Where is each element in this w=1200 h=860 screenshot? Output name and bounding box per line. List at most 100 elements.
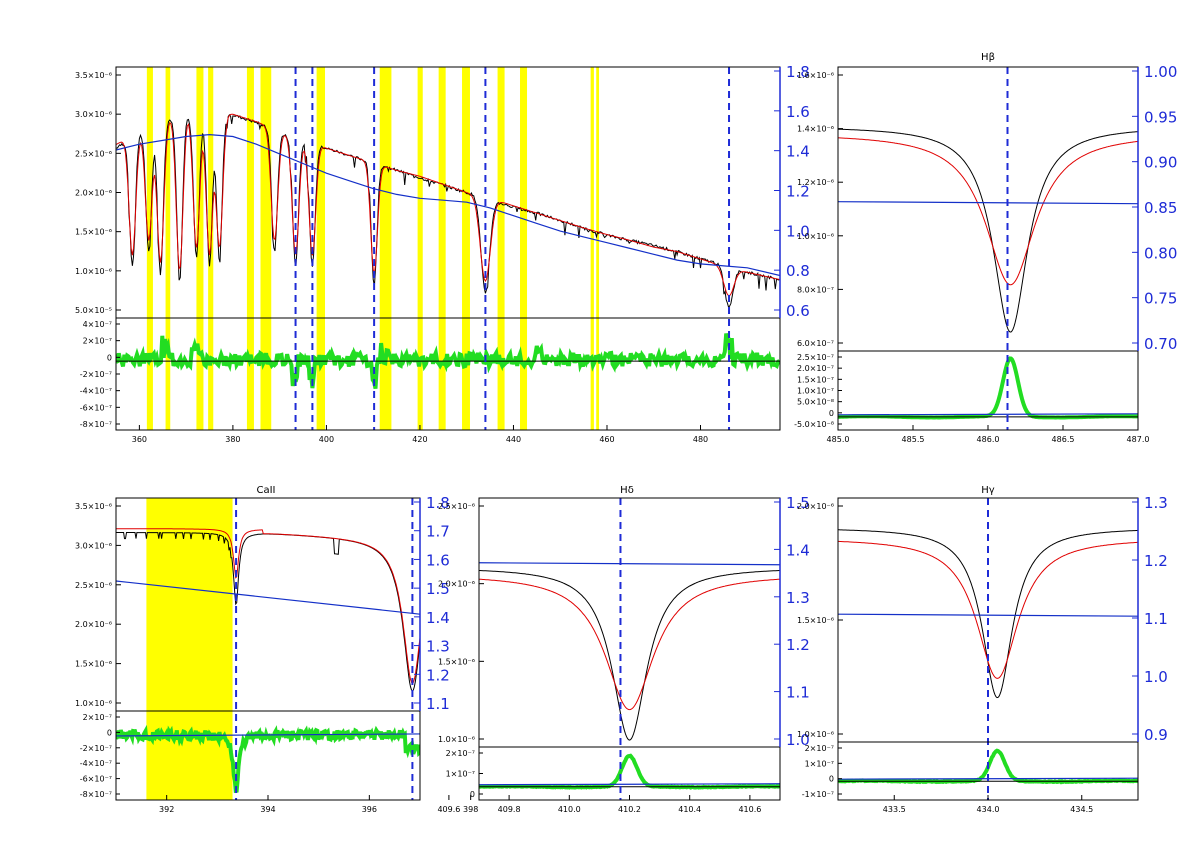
full-mask-band bbox=[165, 67, 171, 430]
caii-x-tick-label: 398 bbox=[463, 805, 478, 814]
hg-y2-tick-label: 1.3 bbox=[1144, 494, 1168, 512]
hb-x-tick-label: 485.0 bbox=[827, 435, 850, 444]
full-y-tick-label: 3.5×10⁻⁶ bbox=[75, 71, 112, 80]
full-resid-tick-label: -2×10⁻⁷ bbox=[80, 370, 112, 379]
hb-resid-tick-label: 5.0×10⁻⁸ bbox=[797, 398, 834, 407]
hb-y2-tick-label: 0.95 bbox=[1144, 108, 1177, 126]
hb-x-tick-label: 487.0 bbox=[1127, 435, 1150, 444]
hg-right-axis-curve bbox=[838, 613, 1138, 617]
full-mask-band bbox=[146, 67, 153, 430]
hd-resid-tick-label: 2×10⁻⁷ bbox=[446, 749, 475, 758]
hg-y2-tick-label: 1.1 bbox=[1144, 610, 1168, 628]
caii-y2-tick-label: 1.6 bbox=[426, 551, 450, 569]
hb-spectrum-frame bbox=[837, 66, 1139, 352]
full-model-line bbox=[116, 113, 780, 297]
hg-y2-tick-label: 1.2 bbox=[1144, 552, 1168, 570]
panel-caii: CaII 392 394 396 398 1.0×10⁻⁶ 1.5×10⁻⁶ 2.0×10⁻… bbox=[75, 485, 478, 814]
hg-x-tick-label: 433.5 bbox=[883, 805, 906, 814]
full-mask-band bbox=[438, 67, 446, 430]
caii-resid-tick-label: 0 bbox=[107, 728, 112, 737]
hb-y-tick-label: 1.4×10⁻⁶ bbox=[797, 125, 834, 134]
caii-y2-tick-label: 1.2 bbox=[426, 666, 450, 684]
full-y2-tick-label: 0.8 bbox=[786, 262, 810, 280]
caii-x-tick-label: 396 bbox=[362, 805, 377, 814]
caii-resid-tick-label: -2×10⁻⁷ bbox=[80, 744, 112, 753]
full-x-tick-label: 480 bbox=[693, 435, 708, 444]
hb-y2-tick-label: 0.90 bbox=[1144, 154, 1177, 172]
hg-resid-tick-label: 1×10⁻⁷ bbox=[805, 759, 834, 768]
hd-x-tick-label: 410.4 bbox=[678, 805, 701, 814]
full-y-tick-label: 2.5×10⁻⁶ bbox=[75, 149, 112, 158]
caii-y2-tick-label: 1.4 bbox=[426, 609, 450, 627]
caii-y-tick-label: 2.5×10⁻⁶ bbox=[75, 581, 112, 590]
caii-y2-tick-label: 1.3 bbox=[426, 638, 450, 656]
caii-resid-tick-label: -8×10⁻⁷ bbox=[80, 790, 112, 799]
hb-x-tick-label: 485.5 bbox=[902, 435, 925, 444]
full-mask-band bbox=[316, 67, 326, 430]
hbeta-title: Hβ bbox=[981, 52, 995, 63]
full-resid-tick-label: -6×10⁻⁷ bbox=[80, 403, 112, 412]
caii-x-tick-label: 394 bbox=[260, 805, 275, 814]
full-y2-tick-label: 1.0 bbox=[786, 222, 810, 240]
caii-y-tick-label: 3.5×10⁻⁶ bbox=[75, 502, 112, 511]
hd-resid-blue bbox=[479, 783, 780, 786]
caii-y-tick-label: 3.0×10⁻⁶ bbox=[75, 541, 112, 550]
hg-y-tick-label: 1.5×10⁻⁶ bbox=[797, 616, 834, 625]
hd-y2-tick-label: 1.5 bbox=[786, 494, 810, 512]
full-resid-tick-label: 2×10⁻⁷ bbox=[83, 337, 112, 346]
hd-residual-line bbox=[479, 753, 780, 790]
hb-resid-tick-label: 1.0×10⁻⁷ bbox=[797, 387, 834, 396]
hg-plot-area bbox=[838, 498, 1138, 800]
hb-residual-line bbox=[838, 356, 1138, 420]
hd-resid-tick-label: 1×10⁻⁷ bbox=[446, 770, 475, 779]
full-mask-band bbox=[520, 67, 528, 430]
hb-y-tick-label: 6.0×10⁻⁷ bbox=[797, 339, 834, 348]
caii-x-tick-label: 392 bbox=[159, 805, 174, 814]
hb-y-tick-label: 1.6×10⁻⁶ bbox=[797, 71, 834, 80]
hb-resid-tick-label: -5.0×10⁻⁸ bbox=[794, 420, 834, 429]
full-mask-band bbox=[417, 67, 423, 430]
hg-y-tick-label: 1.0×10⁻⁶ bbox=[797, 730, 834, 739]
hg-y2-tick-label: 0.9 bbox=[1144, 726, 1168, 744]
hd-resid-tick-label: 0 bbox=[470, 790, 475, 799]
full-y2-tick-label: 1.2 bbox=[786, 183, 810, 201]
full-residual-frame bbox=[115, 317, 781, 431]
hb-resid-tick-label: 0 bbox=[829, 409, 834, 418]
hb-x-tick-label: 486.0 bbox=[977, 435, 1000, 444]
full-mask-band bbox=[596, 67, 600, 430]
caii-mask-band bbox=[146, 498, 233, 800]
full-mask-band bbox=[246, 67, 254, 430]
full-plot-area bbox=[116, 67, 780, 430]
hd-model-line bbox=[479, 578, 780, 711]
caii-y2-tick-label: 1.8 bbox=[426, 494, 450, 512]
caii-y2-tick-label: 1.5 bbox=[426, 580, 450, 598]
hd-observed-line bbox=[479, 570, 780, 741]
panel-full: 360 380 400 420 440 460 480 5.0×10⁻⁵ 1.0×10⁻⁶ 1.5… bbox=[75, 63, 810, 444]
hd-x-tick-label: 409.8 bbox=[498, 805, 521, 814]
full-mask-band bbox=[497, 67, 505, 430]
hd-y2-tick-label: 1.3 bbox=[786, 589, 810, 607]
hd-right-axis-curve bbox=[479, 562, 780, 566]
full-observed-line bbox=[116, 113, 780, 309]
hb-y2-tick-label: 1.00 bbox=[1144, 63, 1177, 81]
caii-y-tick-label: 2.0×10⁻⁶ bbox=[75, 620, 112, 629]
caii-resid-tick-label: -4×10⁻⁷ bbox=[80, 759, 112, 768]
full-y-tick-label: 1.5×10⁻⁶ bbox=[75, 228, 112, 237]
hg-resid-tick-label: -1×10⁻⁷ bbox=[802, 790, 834, 799]
full-resid-tick-label: 0 bbox=[107, 353, 112, 362]
full-x-tick-label: 380 bbox=[225, 435, 240, 444]
hb-x-tick-label: 486.5 bbox=[1052, 435, 1075, 444]
hb-y2-tick-label: 0.75 bbox=[1144, 290, 1177, 308]
hb-plot-area bbox=[838, 67, 1138, 430]
hb-resid-tick-label: 2.5×10⁻⁷ bbox=[797, 353, 834, 362]
full-x-tick-label: 400 bbox=[319, 435, 334, 444]
caii-resid-tick-label: 2×10⁻⁷ bbox=[83, 713, 112, 722]
full-resid-tick-label: -8×10⁻⁷ bbox=[80, 420, 112, 429]
caii-plot-area bbox=[116, 498, 420, 800]
caii-resid-tick-label: -6×10⁻⁷ bbox=[80, 775, 112, 784]
panel-hdelta: Hδ 409.6 409.8 410.0 410.2 410.4 410.6 1.0×10⁻… bbox=[437, 485, 809, 814]
hb-resid-tick-label: 1.5×10⁻⁷ bbox=[797, 375, 834, 384]
full-x-tick-label: 440 bbox=[506, 435, 521, 444]
full-y-tick-label: 3.0×10⁻⁶ bbox=[75, 110, 112, 119]
